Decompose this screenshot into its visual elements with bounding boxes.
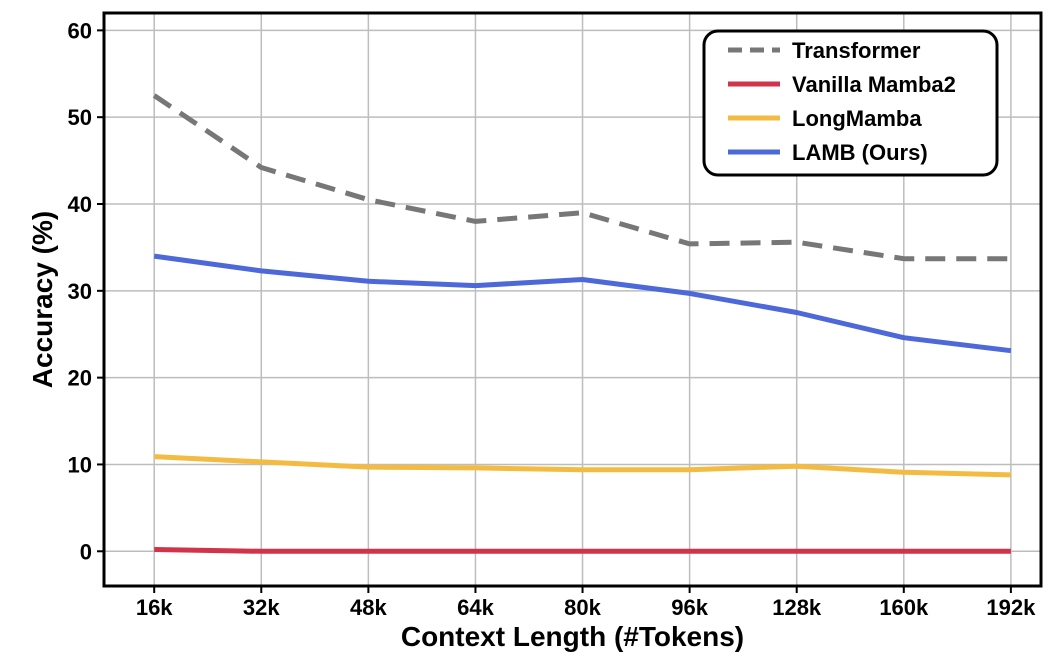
y-tick-label-20: 20 [68, 366, 92, 391]
x-axis-ticks: 16k 32k 48k 64k 80k 96k 128k 160k 192k [136, 586, 1036, 620]
series-line-transformer [152, 93, 1011, 262]
legend-box [702, 29, 999, 177]
legend-label-lamb-ours: LAMB (Ours) [792, 140, 928, 165]
y-tick-label-40: 40 [68, 192, 92, 217]
series-line-vanilla-mamba2 [154, 547, 1011, 554]
legend-label-longmamba: LongMamba [792, 106, 922, 131]
y-tick-label-50: 50 [68, 105, 92, 130]
x-tick-label-16k: 16k [136, 595, 173, 620]
x-tick-label-160k: 160k [879, 595, 929, 620]
y-tick-label-10: 10 [68, 452, 92, 477]
y-tick-label-30: 30 [68, 279, 92, 304]
legend-label-transformer: Transformer [792, 38, 921, 63]
legend-label-vanilla-mamba2: Vanilla Mamba2 [792, 72, 956, 97]
plot-frame [102, 11, 1043, 588]
y-tick-label-0: 0 [80, 539, 92, 564]
x-tick-label-96k: 96k [671, 595, 708, 620]
series-layer [152, 93, 1012, 554]
y-axis-label: Accuracy (%) [27, 211, 58, 388]
x-tick-label-32k: 32k [243, 595, 280, 620]
x-tick-label-192k: 192k [986, 595, 1036, 620]
x-tick-label-128k: 128k [772, 595, 822, 620]
x-tick-label-64k: 64k [457, 595, 494, 620]
x-axis-label: Context Length (#Tokens) [401, 621, 744, 652]
x-tick-label-80k: 80k [564, 595, 601, 620]
x-tick-label-48k: 48k [350, 595, 387, 620]
y-tick-label-60: 60 [68, 18, 92, 43]
y-axis-ticks: 0 10 20 30 40 50 60 [68, 18, 104, 564]
legend: Transformer Vanilla Mamba2 LongMamba LAMB (… [702, 29, 999, 177]
